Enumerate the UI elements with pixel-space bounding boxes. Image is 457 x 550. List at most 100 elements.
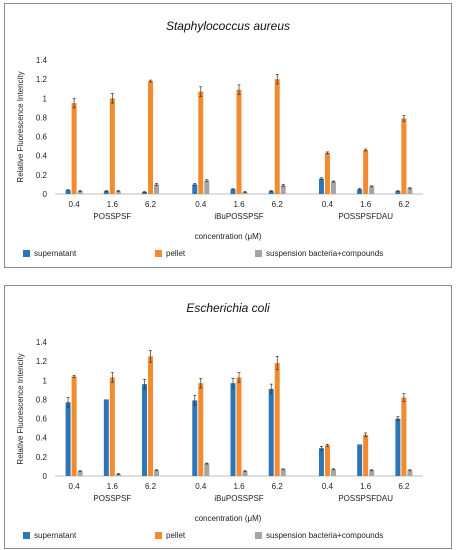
- chart-staphylococcus-svg: Staphylococcus aureus 0 0.2 0.4 0.6 0.8 1 1.2 1.…: [16, 19, 423, 258]
- chart-panel-escherichia: Escherichia coli 0 0.2 0.4 0.6 0.8 1 1.2 1.4 Rela…: [4, 285, 452, 549]
- bar-suspension-bacteria-compounds: [407, 188, 413, 194]
- y-tick-label: 0.6: [36, 133, 48, 142]
- bar-suspension-bacteria-compounds: [115, 191, 121, 194]
- bar-suspension-bacteria-compounds: [369, 470, 375, 476]
- legend-swatch-supernatant: [23, 532, 30, 539]
- y-tick-label: 0: [43, 472, 48, 481]
- y-tick-label: 1.2: [36, 357, 48, 366]
- x-group-label: POSSPSFDAU: [338, 494, 393, 503]
- bar-supernatant: [318, 178, 324, 194]
- bar-pellet: [401, 397, 407, 476]
- chart-title: Staphylococcus aureus: [166, 19, 290, 33]
- y-tick-label: 0.6: [36, 415, 48, 424]
- legend-label: suspension bacteria+compounds: [266, 249, 383, 258]
- chart-panel-staphylococcus: Staphylococcus aureus 0 0.2 0.4 0.6 0.8 1 1.2 1.…: [4, 3, 452, 268]
- bar-suspension-bacteria-compounds: [330, 181, 336, 194]
- legend-swatch-suspension-bacteria-compounds: [255, 250, 262, 257]
- x-category-label: 6.2: [272, 200, 284, 209]
- y-tick-label: 1.4: [36, 338, 48, 347]
- x-category-label: 0.4: [322, 482, 334, 491]
- legend-label: pellet: [166, 531, 186, 540]
- y-axis-label: Relative Fluorescence Intencity: [16, 353, 25, 464]
- bar-suspension-bacteria-compounds: [242, 192, 248, 194]
- bar-supernatant: [230, 383, 236, 476]
- x-category-label: 6.2: [272, 482, 284, 491]
- x-group-label: iBuPOSSPSF: [214, 212, 263, 221]
- x-category-label: 0.4: [69, 200, 81, 209]
- y-tick-label: 0.8: [36, 113, 48, 122]
- bar-pellet: [71, 376, 77, 476]
- bar-pellet: [71, 103, 77, 194]
- y-tick-label: 0.4: [36, 152, 48, 161]
- x-category-label: 1.6: [360, 482, 372, 491]
- y-tick-label: 1.4: [36, 56, 48, 65]
- bar-pellet: [109, 98, 115, 194]
- x-category-label: 6.2: [145, 482, 157, 491]
- legend-swatch-supernatant: [23, 250, 30, 257]
- bar-supernatant: [103, 191, 109, 194]
- legend-label: suspension bacteria+compounds: [266, 531, 383, 540]
- x-axis-label: concentration (μM): [195, 514, 262, 523]
- bar-supernatant: [318, 448, 324, 476]
- bar-supernatant: [65, 402, 71, 476]
- bar-supernatant: [268, 191, 274, 194]
- y-tick-label: 1: [43, 376, 48, 385]
- legend-label: pellet: [166, 249, 186, 258]
- bar-pellet: [274, 79, 280, 194]
- bar-suspension-bacteria-compounds: [204, 463, 210, 476]
- legend-swatch-pellet: [155, 250, 162, 257]
- bar-supernatant: [395, 418, 401, 476]
- bar-suspension-bacteria-compounds: [154, 470, 160, 476]
- bar-pellet: [324, 445, 330, 476]
- x-category-label: 6.2: [398, 200, 410, 209]
- legend-swatch-suspension-bacteria-compounds: [255, 532, 262, 539]
- bar-pellet: [148, 81, 154, 194]
- x-group-label: iBuPOSSPSF: [214, 494, 263, 503]
- x-category-label: 1.6: [360, 200, 372, 209]
- x-category-label: 1.6: [233, 200, 245, 209]
- x-category-label: 0.4: [195, 482, 207, 491]
- bar-suspension-bacteria-compounds: [280, 469, 286, 476]
- legend-label: supernatant: [34, 531, 77, 540]
- bar-supernatant: [268, 388, 274, 476]
- x-category-label: 0.4: [322, 200, 334, 209]
- bar-suspension-bacteria-compounds: [77, 191, 83, 194]
- bar-pellet: [363, 434, 369, 476]
- bar-pellet: [148, 356, 154, 476]
- x-axis-label: concentration (μM): [195, 232, 262, 241]
- bar-suspension-bacteria-compounds: [77, 471, 83, 476]
- y-tick-label: 1: [43, 94, 48, 103]
- bar-suspension-bacteria-compounds: [330, 469, 336, 476]
- bar-pellet: [236, 377, 242, 476]
- y-tick-label: 1.2: [36, 75, 48, 84]
- bar-supernatant: [230, 189, 236, 194]
- bar-supernatant: [65, 190, 71, 194]
- bar-supernatant: [142, 192, 148, 194]
- x-category-label: 6.2: [145, 200, 157, 209]
- bar-suspension-bacteria-compounds: [280, 185, 286, 194]
- bar-supernatant: [192, 184, 198, 194]
- bar-suspension-bacteria-compounds: [407, 470, 413, 476]
- x-category-label: 0.4: [69, 482, 81, 491]
- bar-suspension-bacteria-compounds: [204, 180, 210, 194]
- x-category-label: 1.6: [233, 482, 245, 491]
- bar-pellet: [198, 383, 204, 476]
- y-tick-label: 0: [43, 190, 48, 199]
- x-category-label: 1.6: [107, 482, 119, 491]
- x-category-label: 6.2: [398, 482, 410, 491]
- bar-supernatant: [103, 399, 109, 476]
- chart-title: Escherichia coli: [186, 301, 270, 315]
- legend-label: supernatant: [34, 249, 77, 258]
- bar-suspension-bacteria-compounds: [115, 474, 121, 476]
- bar-supernatant: [357, 189, 363, 194]
- bar-supernatant: [192, 400, 198, 476]
- x-group-label: POSSPSFDAU: [338, 212, 393, 221]
- bar-suspension-bacteria-compounds: [154, 184, 160, 194]
- bar-pellet: [109, 377, 115, 476]
- x-group-label: POSSPSF: [93, 212, 131, 221]
- bar-supernatant: [142, 384, 148, 476]
- bar-supernatant: [357, 444, 363, 476]
- bar-pellet: [324, 152, 330, 194]
- bar-pellet: [363, 149, 369, 194]
- bar-pellet: [401, 118, 407, 194]
